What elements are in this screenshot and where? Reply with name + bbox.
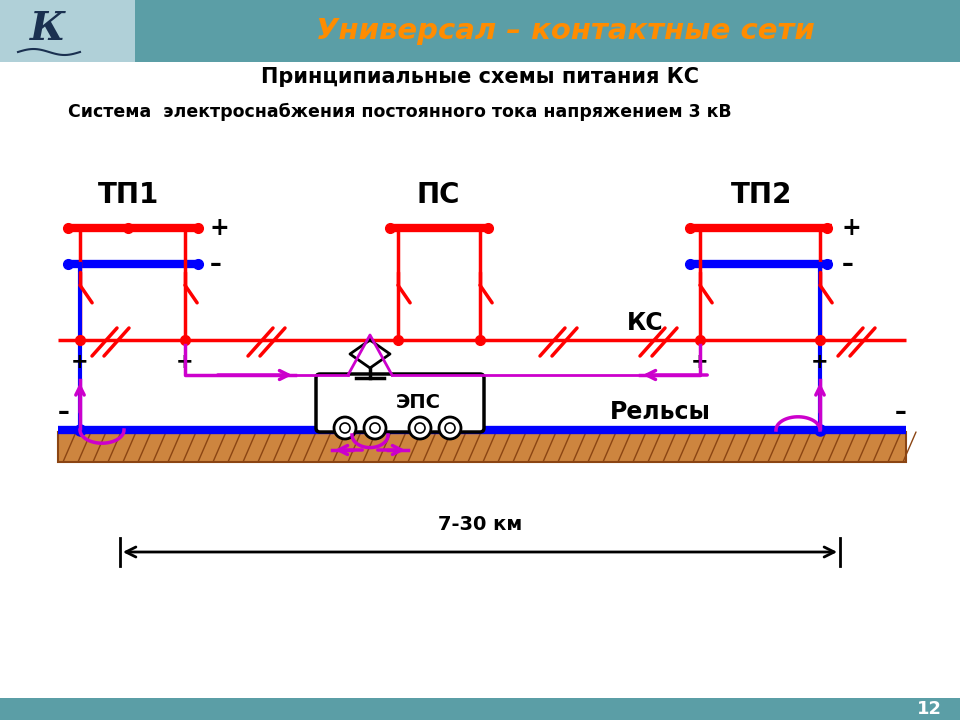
Text: 12: 12 xyxy=(917,700,942,718)
Text: КС: КС xyxy=(627,311,663,335)
Text: ТП2: ТП2 xyxy=(732,181,793,209)
Bar xyxy=(0,0,960,62)
Circle shape xyxy=(415,423,425,433)
Circle shape xyxy=(364,417,386,439)
Text: –: – xyxy=(842,252,853,276)
Text: 7-30 км: 7-30 км xyxy=(438,515,522,534)
Bar xyxy=(0,0,135,62)
Text: ПС: ПС xyxy=(417,181,460,209)
Circle shape xyxy=(334,417,356,439)
Text: –: – xyxy=(210,252,222,276)
Text: –: – xyxy=(895,400,907,424)
Text: +: + xyxy=(177,352,194,372)
Text: –: – xyxy=(58,400,70,424)
Bar xyxy=(58,432,906,462)
Circle shape xyxy=(409,417,431,439)
Circle shape xyxy=(370,423,380,433)
Circle shape xyxy=(445,423,455,433)
Text: +: + xyxy=(842,216,862,240)
Text: Принципиальные схемы питания КС: Принципиальные схемы питания КС xyxy=(261,67,699,87)
Text: +: + xyxy=(811,352,828,372)
Circle shape xyxy=(340,423,350,433)
Bar xyxy=(0,698,960,720)
Circle shape xyxy=(439,417,461,439)
Text: Универсал – контактные сети: Универсал – контактные сети xyxy=(316,17,814,45)
Text: ЭПС: ЭПС xyxy=(396,394,441,413)
Text: К: К xyxy=(31,10,65,48)
Text: +: + xyxy=(71,352,89,372)
Text: +: + xyxy=(691,352,708,372)
FancyBboxPatch shape xyxy=(316,374,484,432)
Text: +: + xyxy=(210,216,229,240)
Text: Система  электроснабжения постоянного тока напряжением 3 кВ: Система электроснабжения постоянного ток… xyxy=(68,103,732,121)
Text: Рельсы: Рельсы xyxy=(610,400,710,424)
Text: ТП1: ТП1 xyxy=(97,181,158,209)
